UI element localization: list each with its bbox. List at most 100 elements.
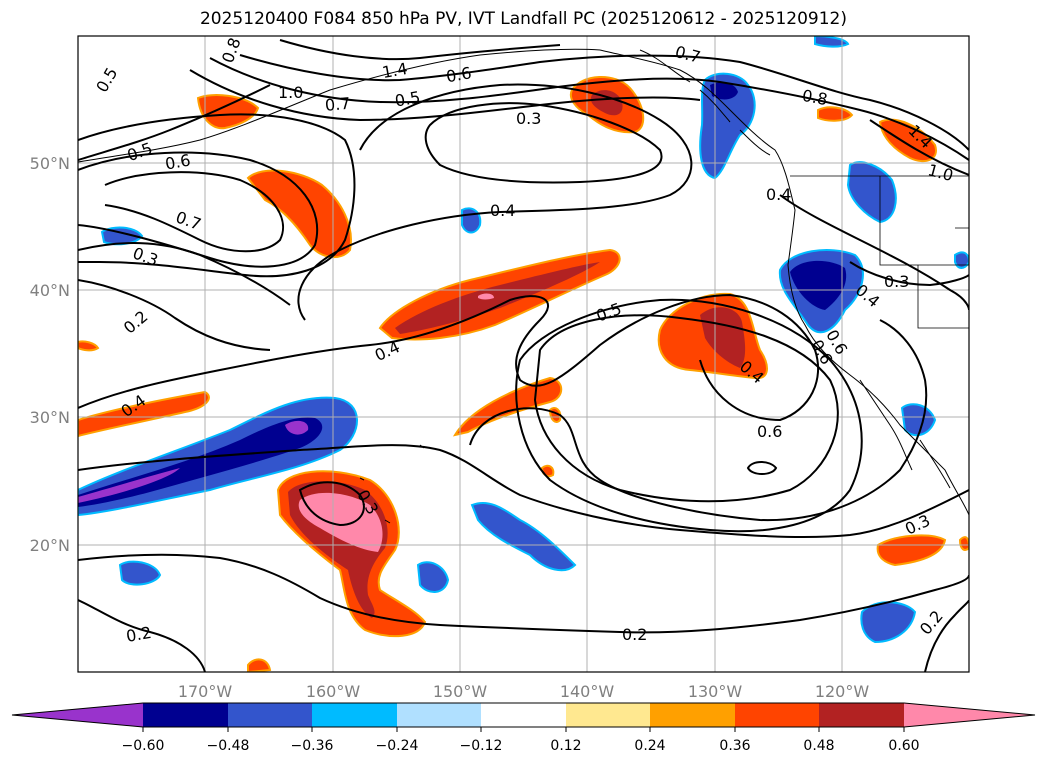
- colorbar-tick-label: 0.36: [719, 738, 750, 754]
- coastline: [78, 48, 969, 524]
- lon-tick-160w: 160°W: [306, 682, 361, 701]
- colorbar-tick-label: 0.48: [803, 738, 834, 754]
- positive-anomaly-small: [78, 390, 210, 438]
- contour-label: 1.0: [278, 83, 303, 102]
- pv-shading: [78, 36, 969, 672]
- colorbar-bin: [228, 703, 312, 727]
- lat-tick-40n: 40°N: [30, 281, 70, 300]
- lon-tick-120w: 120°W: [815, 682, 870, 701]
- contour-ne-0.3: [849, 261, 969, 287]
- contour-0.2-west: [78, 279, 271, 351]
- contour-north-0.7: [189, 69, 701, 122]
- contour-label: 0.2: [916, 607, 947, 639]
- contour-0.2-sw: [78, 599, 206, 672]
- contour-small-ring-hawaii: [298, 481, 365, 527]
- contour-label: 0.4: [490, 201, 515, 220]
- gridlines: [78, 36, 969, 672]
- contour-north-0.8: [209, 57, 969, 161]
- contour-label: 0.6: [445, 63, 473, 86]
- colorbar-tick-label: −0.60: [122, 738, 165, 754]
- contour-0.3-ring-north: [424, 102, 663, 184]
- negative-anomaly-small: [860, 601, 917, 644]
- contour-0.4-ring-south: [469, 319, 928, 522]
- contour-label: 0.7: [324, 94, 351, 115]
- negative-anomaly-extreme: [78, 468, 180, 503]
- contour-label: 0.7: [673, 42, 703, 67]
- colorbar: −0.60 −0.48 −0.36 −0.24 −0.12 0.12 0.24 …: [11, 702, 1036, 754]
- contour-label: 0.3: [130, 243, 160, 270]
- coastline-north-america: [599, 49, 969, 516]
- positive-anomaly-40n-core: [395, 262, 600, 334]
- negative-anomaly-small: [900, 403, 937, 437]
- positive-anomaly-40n-pink: [478, 293, 494, 300]
- negative-anomaly-small: [846, 161, 897, 224]
- pv-contours: [78, 39, 969, 672]
- positive-anomaly-55n-core: [590, 90, 623, 116]
- contour-0.5-ring: [515, 298, 863, 533]
- map-title: 2025120400 F084 850 hPa PV, IVT Landfall…: [199, 9, 847, 29]
- contour-north-1.4: [279, 39, 969, 176]
- positive-anomaly-small: [196, 94, 260, 130]
- contour-label: 0.5: [92, 64, 121, 96]
- lat-tick-labels: 20°N 30°N 40°N 50°N: [30, 154, 70, 555]
- contour-0.3-south: [78, 444, 969, 539]
- contour-label: 0.5: [393, 87, 421, 110]
- contour-north-0.5: [78, 84, 271, 161]
- contour-0.5-west: [78, 113, 356, 278]
- colorbar-bin: [566, 703, 650, 727]
- colorbar-bin: [312, 703, 397, 727]
- colorbar-extend-low: [12, 703, 143, 727]
- negative-anomaly-small: [461, 207, 482, 234]
- contour-label: 0.5: [594, 299, 624, 326]
- map-border: [77, 35, 970, 673]
- colorbar-tick-label: −0.24: [376, 738, 419, 754]
- negative-anomaly-small: [954, 251, 969, 269]
- negative-anomaly-extreme: [285, 420, 309, 435]
- positive-anomaly-50n: [246, 169, 352, 259]
- contour-0.4-north-loop: [297, 83, 693, 321]
- positive-anomaly-small: [247, 658, 272, 672]
- contour-label: 0.5: [125, 139, 155, 166]
- positive-anomaly-small: [452, 376, 563, 437]
- negative-anomaly-small: [416, 561, 450, 593]
- negative-anomaly-small: [814, 36, 850, 48]
- contour-label: 0.3: [884, 272, 909, 291]
- lon-tick-130w: 130°W: [688, 682, 743, 701]
- contour-0.6-ring: [533, 314, 839, 503]
- contour-0.3-west: [78, 242, 291, 306]
- contour-0.7-west: [104, 171, 285, 253]
- colorbar-bin: [819, 703, 904, 727]
- negative-anomaly-bc: [699, 72, 756, 180]
- contour-label: 0.4: [766, 185, 791, 204]
- lat-tick-30n: 30°N: [30, 408, 70, 427]
- positive-anomaly-small: [958, 536, 969, 551]
- colorbar-tick-label: −0.12: [460, 738, 503, 754]
- contour-label: 0.8: [801, 86, 829, 109]
- colorbar-tick-label: −0.48: [207, 738, 250, 754]
- contour-label: 0.2: [125, 623, 153, 646]
- contour-small-ring: [746, 461, 778, 475]
- contour-0.2-south: [78, 553, 969, 634]
- contour-label: 1.0: [926, 160, 956, 185]
- negative-anomaly-small: [118, 560, 162, 586]
- colorbar-bin: [397, 703, 481, 727]
- negative-anomaly-coast-core: [790, 260, 847, 310]
- lon-tick-140w: 140°W: [560, 682, 615, 701]
- contour-label: 0.6: [757, 422, 782, 441]
- contour-label: 1.4: [381, 59, 409, 82]
- contour-label: 0.3: [902, 511, 933, 539]
- negative-anomaly-small: [470, 501, 577, 572]
- contour-label: 0.6: [164, 150, 192, 173]
- colorbar-tick-label: 0.12: [550, 738, 581, 754]
- state-borders: [790, 175, 969, 329]
- contour-label: 0.2: [622, 625, 647, 644]
- positive-anomaly-small: [817, 106, 854, 122]
- colorbar-bin: [735, 703, 819, 727]
- lon-tick-170w: 170°W: [178, 682, 233, 701]
- contour-0.2-east: [924, 599, 969, 672]
- lat-tick-20n: 20°N: [30, 536, 70, 555]
- colorbar-bin: [143, 703, 228, 727]
- colorbar-bin: [481, 703, 566, 727]
- lat-tick-50n: 50°N: [30, 154, 70, 173]
